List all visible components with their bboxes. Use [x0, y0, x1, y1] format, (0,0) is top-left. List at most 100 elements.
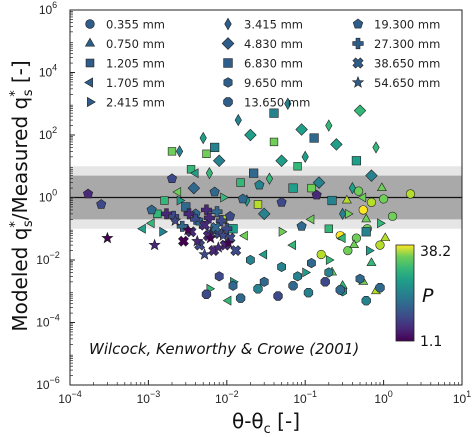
legend-label: 9.650 mm [244, 76, 303, 90]
data-point [277, 261, 287, 273]
legend-label: 4.830 mm [244, 37, 303, 51]
data-point [203, 212, 215, 224]
axis-ticks: 10−4 10−3 10−2 10−1 100 10110−610−410−2100102… [36, 0, 471, 406]
series-diamond-bold [187, 104, 378, 221]
data-point [353, 104, 367, 117]
x-tick-label: 10−4 [58, 389, 82, 406]
y-tick-label: 102 [39, 125, 57, 142]
y-tick-label: 100 [39, 188, 57, 205]
legend-label: 0.750 mm [106, 37, 165, 51]
data-point [214, 271, 224, 282]
data-point [379, 194, 389, 204]
data-point [325, 119, 333, 132]
annotation-text: Wilcock, Kenworthy & Crowe (2001) [89, 340, 359, 358]
legend-marker [87, 96, 96, 108]
data-point [309, 133, 319, 143]
data-point [234, 113, 242, 127]
legend-marker [224, 17, 232, 31]
legend-label: 6.830 mm [244, 57, 303, 71]
data-point [357, 192, 367, 203]
data-point [361, 213, 372, 223]
data-point [287, 240, 296, 251]
data-point [375, 240, 385, 250]
data-point [405, 189, 416, 199]
data-point [361, 227, 371, 237]
data-point [235, 293, 246, 303]
data-point [249, 168, 259, 178]
series-octagon [201, 277, 385, 306]
legend-marker [85, 58, 95, 68]
data-point [237, 193, 248, 204]
data-point [311, 189, 322, 200]
colorbar-min-label: 1.1 [420, 334, 442, 350]
data-point [376, 182, 387, 191]
data-point [181, 202, 191, 212]
data-point [230, 245, 242, 257]
legend-label: 38.650 mm [374, 57, 440, 71]
data-point [316, 249, 326, 260]
data-point [145, 218, 155, 229]
data-point [293, 271, 303, 282]
data-point [343, 245, 353, 256]
data-point [307, 183, 316, 193]
data-point [210, 222, 222, 233]
data-point [209, 186, 220, 197]
data-point [239, 230, 248, 241]
data-point [228, 280, 238, 291]
data-point [146, 204, 157, 215]
data-point [176, 145, 184, 158]
data-point [137, 223, 146, 234]
legend-marker [223, 77, 233, 88]
legend-label: 0.355 mm [106, 18, 165, 32]
data-point [181, 223, 195, 236]
y-tick-label: 10−4 [36, 313, 60, 330]
colorbar [395, 244, 415, 342]
data-point [387, 211, 398, 221]
data-point [349, 239, 360, 248]
data-point [187, 181, 201, 195]
data-point [212, 241, 225, 253]
data-point [246, 254, 255, 266]
data-point [324, 224, 333, 233]
data-point [295, 123, 308, 136]
legend-marker [352, 18, 364, 29]
legend-label: 3.415 mm [244, 18, 303, 32]
data-point [176, 195, 186, 206]
data-point [276, 197, 287, 207]
data-point [302, 267, 311, 278]
data-point [269, 137, 279, 147]
x-tick-label: 10−1 [293, 389, 317, 406]
series-pentagon [83, 173, 322, 231]
data-point [210, 142, 220, 153]
legend-marker [85, 19, 95, 29]
data-point [215, 215, 227, 227]
data-point [366, 245, 375, 256]
data-point [278, 226, 288, 237]
data-point [380, 232, 391, 242]
data-point [325, 255, 335, 265]
data-point [222, 295, 232, 306]
y-axis-label: Modeled q*s/Measured q*s [-] [8, 60, 36, 331]
data-point [284, 97, 292, 110]
y-tick-label: 106 [39, 0, 57, 17]
series-triangle-right [159, 192, 386, 294]
data-point [258, 249, 268, 260]
data-point [330, 138, 343, 151]
legend: 0.355 mm 0.750 mm 1.205 mm 1.705 mm 2.415 mm… [84, 17, 440, 110]
data-point [335, 285, 345, 295]
legend-marker [84, 77, 93, 88]
legend-label: 2.415 mm [106, 96, 165, 110]
data-point [199, 131, 207, 145]
legend-marker [351, 75, 365, 88]
data-point [358, 205, 368, 215]
data-point [288, 183, 298, 193]
data-point [101, 231, 114, 244]
data-points [83, 97, 416, 306]
series-triangle-left [137, 168, 367, 306]
data-point [361, 295, 371, 306]
data-point [354, 186, 364, 196]
data-point [83, 188, 94, 199]
legend-label: 1.205 mm [106, 57, 165, 71]
